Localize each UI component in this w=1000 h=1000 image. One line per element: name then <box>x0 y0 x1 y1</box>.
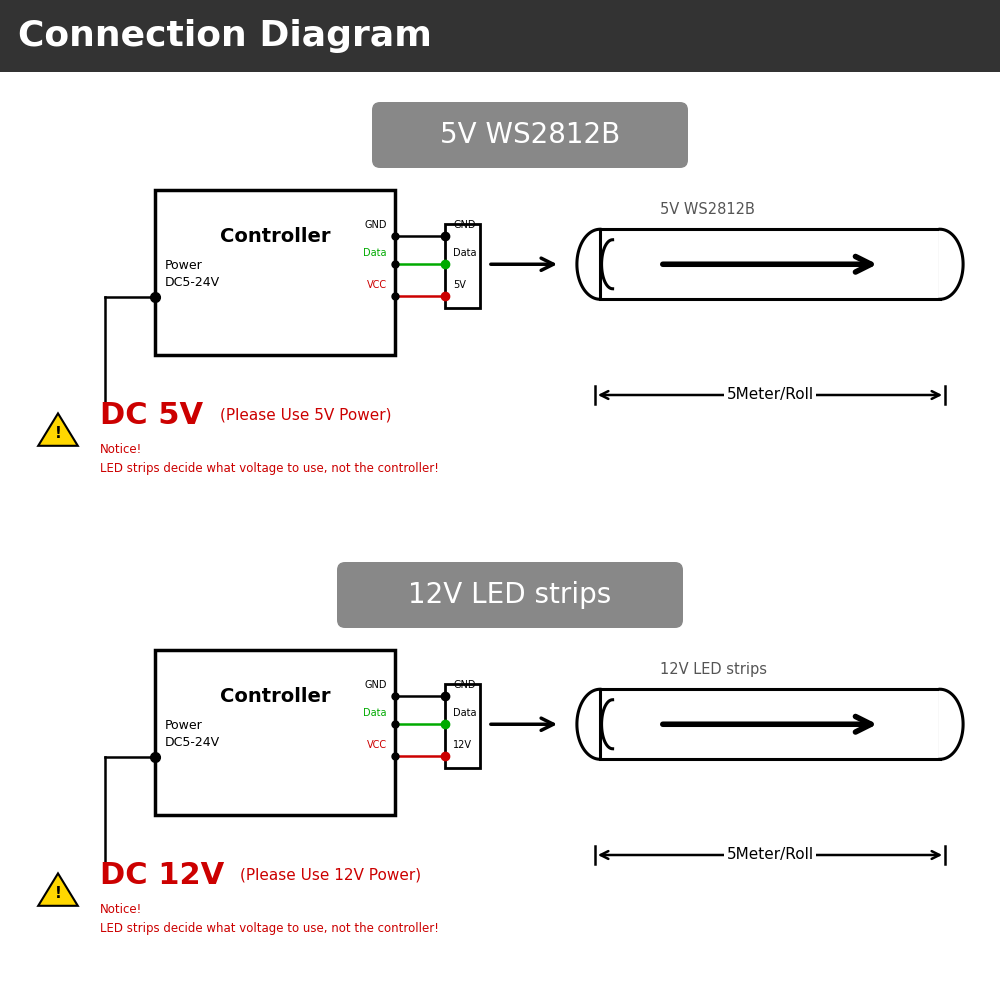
Text: VCC: VCC <box>367 280 387 290</box>
Text: Data: Data <box>364 708 387 718</box>
Text: 5V WS2812B: 5V WS2812B <box>660 202 755 217</box>
Bar <box>445 684 480 768</box>
Text: 5Meter/Roll: 5Meter/Roll <box>726 848 814 862</box>
Text: 12V: 12V <box>453 740 472 750</box>
Text: DC 12V: DC 12V <box>100 860 224 890</box>
Text: DC 5V: DC 5V <box>100 400 203 430</box>
Bar <box>445 224 480 308</box>
Text: 12V LED strips: 12V LED strips <box>408 581 612 609</box>
Bar <box>0 0 1000 72</box>
Polygon shape <box>38 873 78 906</box>
FancyBboxPatch shape <box>372 102 688 168</box>
Text: Power
DC5-24V: Power DC5-24V <box>165 259 220 289</box>
Text: Controller: Controller <box>220 227 330 246</box>
Text: !: ! <box>55 426 61 440</box>
Bar <box>155 190 395 355</box>
Text: 5V WS2812B: 5V WS2812B <box>440 121 620 149</box>
Bar <box>600 689 940 759</box>
Text: 12V LED strips: 12V LED strips <box>660 662 767 677</box>
Text: Data: Data <box>453 248 477 258</box>
FancyBboxPatch shape <box>337 562 683 628</box>
Polygon shape <box>38 413 78 446</box>
Text: Data: Data <box>453 708 477 718</box>
Text: Notice!
LED strips decide what voltage to use, not the controller!: Notice! LED strips decide what voltage t… <box>100 443 439 475</box>
Text: !: ! <box>55 886 61 900</box>
Text: (Please Use 5V Power): (Please Use 5V Power) <box>220 408 392 422</box>
Text: VCC: VCC <box>367 740 387 750</box>
Text: Power
DC5-24V: Power DC5-24V <box>165 719 220 749</box>
Bar <box>600 229 940 299</box>
Polygon shape <box>940 229 963 299</box>
Text: GND: GND <box>364 220 387 230</box>
Text: 5Meter/Roll: 5Meter/Roll <box>726 387 814 402</box>
Text: GND: GND <box>453 680 476 690</box>
Polygon shape <box>940 689 963 759</box>
Text: GND: GND <box>364 680 387 690</box>
Bar <box>155 650 395 815</box>
Text: Notice!
LED strips decide what voltage to use, not the controller!: Notice! LED strips decide what voltage t… <box>100 903 439 935</box>
Text: GND: GND <box>453 220 476 230</box>
Text: Data: Data <box>364 248 387 258</box>
Text: Controller: Controller <box>220 687 330 706</box>
Text: (Please Use 12V Power): (Please Use 12V Power) <box>240 867 421 882</box>
Text: 5V: 5V <box>453 280 466 290</box>
Text: Connection Diagram: Connection Diagram <box>18 19 432 53</box>
